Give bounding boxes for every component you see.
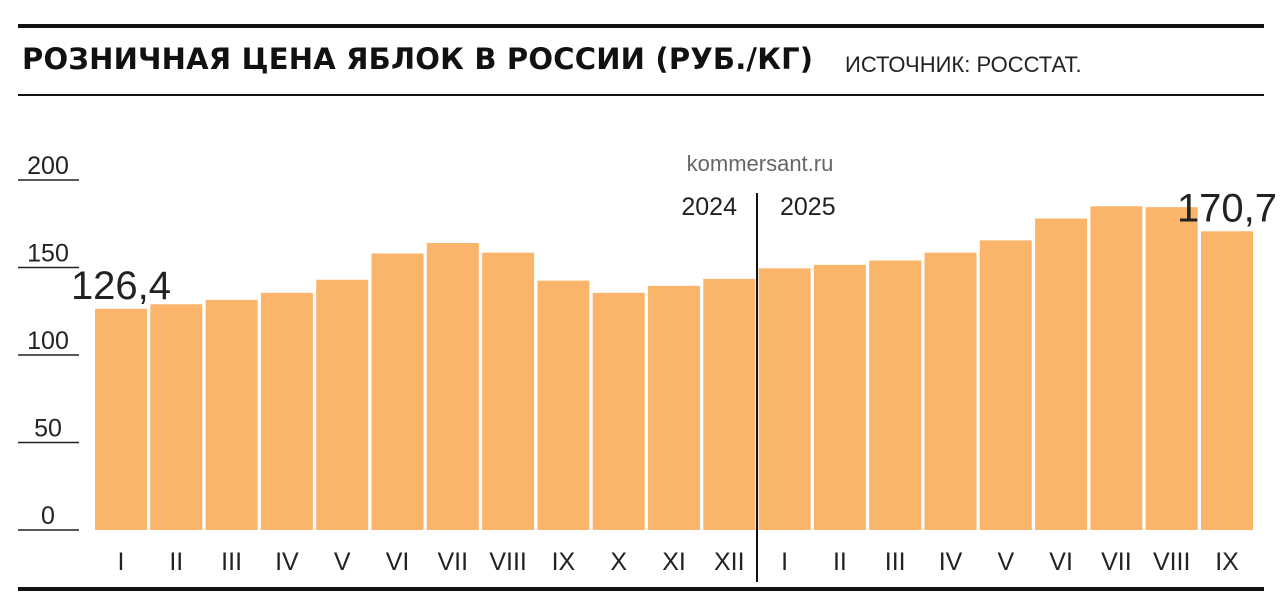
bar-16 <box>924 252 977 530</box>
x-tick-label: XII <box>714 548 745 576</box>
bar-17 <box>979 240 1032 530</box>
x-tick-label: XI <box>662 548 686 576</box>
credit-label: kommersant.ru <box>687 151 834 176</box>
year-label-2024: 2024 <box>681 193 737 221</box>
year-label-2025: 2025 <box>780 193 836 221</box>
x-tick-label: X <box>610 548 627 576</box>
annotations: 126,4 170,7 <box>71 186 1277 308</box>
x-tick-label: VIII <box>1153 548 1191 576</box>
bar-8 <box>482 252 535 530</box>
bar-6 <box>371 253 424 530</box>
x-tick-label: VIII <box>489 548 527 576</box>
x-tick-label: IV <box>275 548 299 576</box>
bar-2 <box>150 304 203 530</box>
bar-18 <box>1035 218 1088 530</box>
y-tick-label: 150 <box>27 240 69 268</box>
y-tick-label: 100 <box>27 327 69 355</box>
bar-5 <box>316 279 369 530</box>
x-tick-label: I <box>781 548 788 576</box>
bar-9 <box>537 280 590 530</box>
y-tick-label: 200 <box>27 152 69 180</box>
bar-15 <box>869 260 922 530</box>
y-tick-label: 50 <box>34 415 62 443</box>
y-tick-label: 0 <box>41 502 55 530</box>
bar-11 <box>648 285 700 530</box>
bar-7 <box>426 243 479 530</box>
x-tick-label: III <box>221 548 242 576</box>
x-tick-label: IV <box>939 548 963 576</box>
bar-14 <box>813 264 866 530</box>
x-tick-label: VII <box>438 548 469 576</box>
x-tick-label: VII <box>1101 548 1132 576</box>
bottom-rule <box>18 587 1264 591</box>
x-axis: I II III IV V VI VII VIII IX X XI XII I II III IV V VI VII… <box>118 548 1240 576</box>
header-rule <box>18 94 1264 96</box>
bar-1 <box>95 308 147 530</box>
x-tick-label: V <box>997 548 1014 576</box>
bar-10 <box>592 292 645 530</box>
value-label: 126,4 <box>71 264 171 308</box>
bar-21 <box>1201 231 1253 530</box>
bars <box>95 206 1253 530</box>
x-tick-label: V <box>334 548 351 576</box>
bar-12 <box>703 278 756 530</box>
bar-13 <box>758 268 811 530</box>
bar-4 <box>260 292 313 530</box>
x-tick-label: IX <box>552 548 576 576</box>
x-tick-label: III <box>885 548 906 576</box>
bar-20 <box>1145 207 1198 530</box>
x-tick-label: I <box>118 548 125 576</box>
x-tick-label: II <box>833 548 847 576</box>
x-tick-label: IX <box>1215 548 1239 576</box>
x-tick-label: VI <box>1049 548 1073 576</box>
source-note: ИСТОЧНИК: РОССТАТ. <box>845 52 1082 77</box>
y-axis: 0 50 100 150 200 <box>18 152 79 531</box>
bar-3 <box>205 299 258 530</box>
top-rule <box>18 24 1264 28</box>
bar-19 <box>1090 206 1143 530</box>
x-tick-label: II <box>169 548 183 576</box>
chart-title: РОЗНИЧНАЯ ЦЕНА ЯБЛОК В РОССИИ (РУБ./КГ) <box>22 42 814 76</box>
x-tick-label: VI <box>386 548 410 576</box>
value-label: 170,7 <box>1177 186 1277 230</box>
